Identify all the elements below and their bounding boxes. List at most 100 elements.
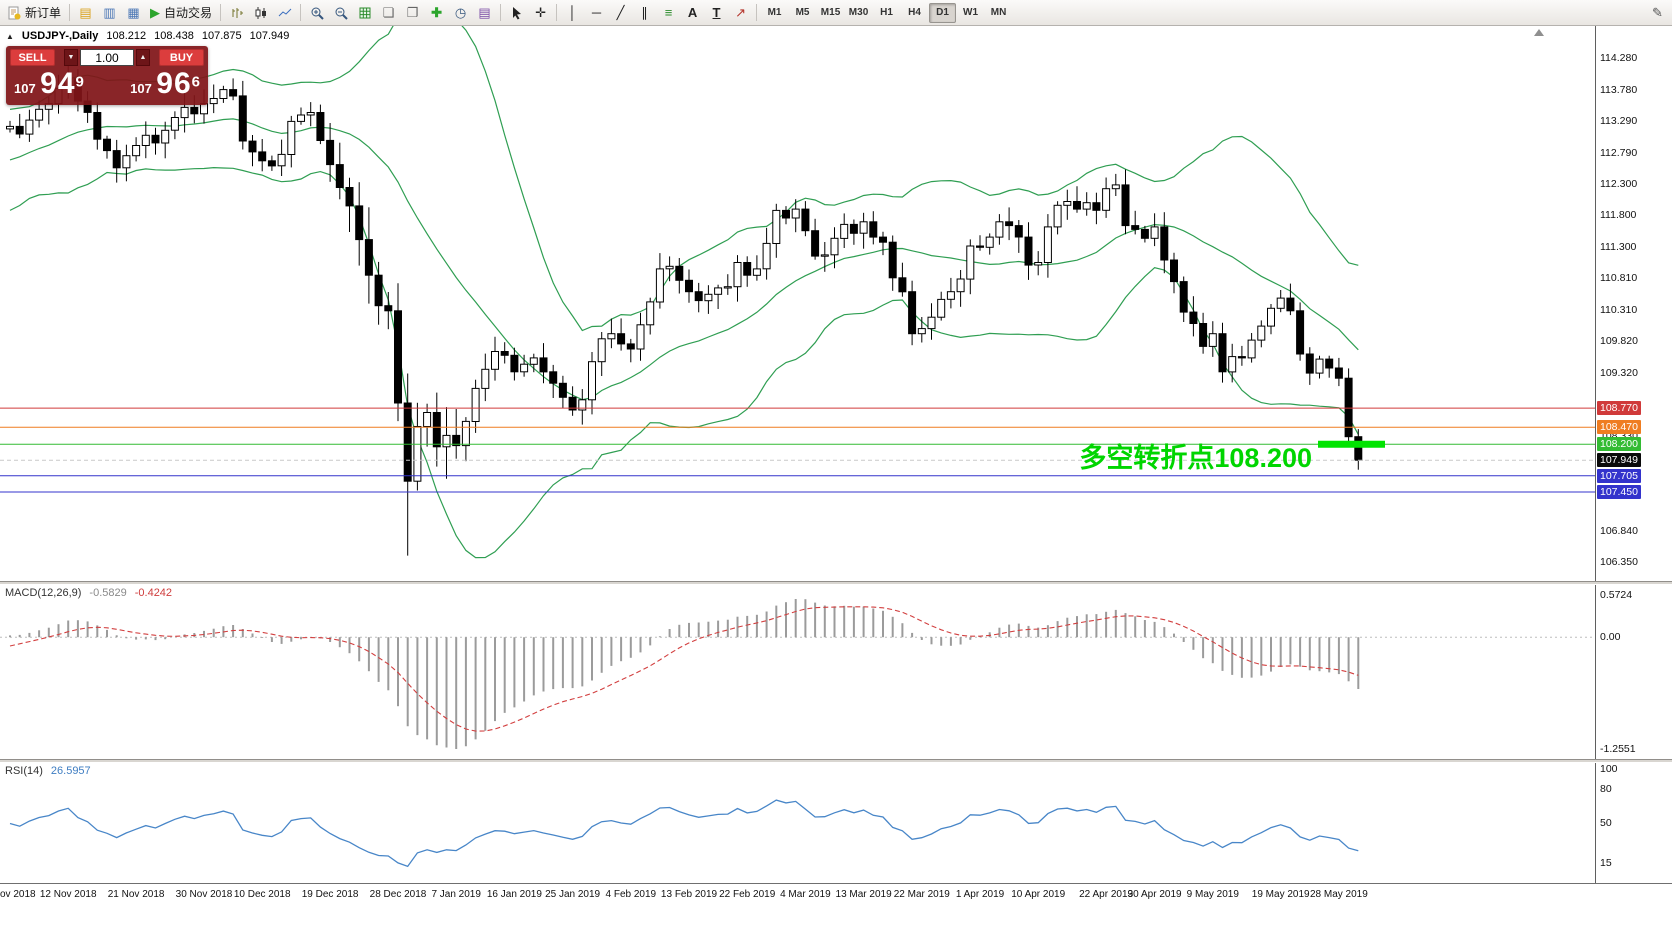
cascade-windows-button[interactable]: ❐ <box>401 2 424 23</box>
arrow-tool-button[interactable]: ↗ <box>729 2 752 23</box>
macd-main-value: -0.5829 <box>89 587 127 599</box>
price-chart-canvas[interactable]: 多空转折点108.200 <box>0 26 1595 581</box>
price-tag-108.770: 108.770 <box>1597 401 1641 416</box>
cursor-button[interactable] <box>505 2 528 23</box>
candlestick-chart-button[interactable] <box>249 2 272 23</box>
buy-price[interactable]: 107 966 <box>130 67 200 100</box>
channel-button[interactable]: ∥ <box>633 2 656 23</box>
time-label: 25 Jan 2019 <box>545 889 601 900</box>
time-label: 10 Dec 2018 <box>233 889 291 900</box>
timeframe-w1-button[interactable]: W1 <box>957 3 984 23</box>
tile-windows-button[interactable]: ❏ <box>377 2 400 23</box>
templates-button[interactable]: ▤ <box>473 2 496 23</box>
line-chart-icon <box>278 6 292 20</box>
time-label: 22 Apr 2019 <box>1079 889 1134 900</box>
rsi-value: 26.5957 <box>50 765 91 777</box>
time-label: 19 Dec 2018 <box>301 889 359 900</box>
time-label: 12 Nov 2018 <box>39 889 97 900</box>
text-label-button[interactable]: T <box>705 2 728 23</box>
line-chart-button[interactable] <box>273 2 296 23</box>
timeframe-h4-button[interactable]: H4 <box>901 3 928 23</box>
time-label: 28 Dec 2018 <box>369 889 427 900</box>
horizontal-line-button[interactable]: ─ <box>585 2 608 23</box>
sell-button[interactable]: SELL <box>10 49 55 66</box>
lot-decrease-button[interactable]: ▼ <box>64 49 78 66</box>
separator <box>500 4 502 21</box>
buy-button[interactable]: BUY <box>159 49 204 66</box>
rsi-axis[interactable]: 100 80 50 15 <box>1595 763 1672 883</box>
time-label: 22 Feb 2019 <box>719 889 776 900</box>
price-axis[interactable]: 114.280 113.780 113.290 112.790 112.300 111.8… <box>1595 26 1672 581</box>
chart-shift-marker <box>1534 29 1544 36</box>
data-window-button[interactable]: ▦ <box>122 2 145 23</box>
time-label: 19 May 2019 <box>1251 889 1310 900</box>
autotrading-icon: ▶ <box>150 5 161 20</box>
periods-button[interactable]: ◷ <box>449 2 472 23</box>
rsi-label: RSI(14) 26.5957 <box>5 765 91 777</box>
panel-separator[interactable] <box>0 581 1672 585</box>
macd-axis[interactable]: 0.5724 0.00 -1.2551 <box>1595 585 1672 759</box>
close-value: 107.949 <box>249 30 290 42</box>
bar-chart-button[interactable] <box>225 2 248 23</box>
panel-separator[interactable] <box>0 759 1672 763</box>
macd-panel[interactable]: MACD(12,26,9) -0.5829 -0.4242 <box>0 585 1595 759</box>
rsi-panel[interactable]: RSI(14) 26.5957 <box>0 763 1595 883</box>
price-tag-107.450: 107.450 <box>1597 484 1641 499</box>
time-label: 28 May 2019 <box>1309 889 1368 900</box>
crosshair-button[interactable]: ✛ <box>529 2 552 23</box>
market-watch-button[interactable]: ▥ <box>98 2 121 23</box>
indicators-button[interactable]: ✚ <box>425 2 448 23</box>
timeframe-h1-button[interactable]: H1 <box>873 3 900 23</box>
separator <box>756 4 758 21</box>
new-order-label: 新订单 <box>25 6 62 20</box>
timeframe-m30-button[interactable]: M30 <box>845 3 872 23</box>
time-label: 30 Nov 2018 <box>175 889 233 900</box>
time-label: 4 Feb 2019 <box>605 889 657 900</box>
bar-chart-icon <box>230 6 244 20</box>
bollinger-lower-band <box>9 166 1359 559</box>
price-tag-108.200: 108.200 <box>1597 437 1641 452</box>
timeframe-d1-button[interactable]: D1 <box>929 2 957 23</box>
text-icon: A <box>687 5 698 20</box>
zoom-in-button[interactable] <box>305 2 328 23</box>
time-label: 30 Apr 2019 <box>1127 889 1182 900</box>
trendline-button[interactable]: ╱ <box>609 2 632 23</box>
lot-increase-button[interactable]: ▲ <box>136 49 150 66</box>
new-order-button[interactable]: 新订单 <box>3 2 65 23</box>
timeframe-m15-button[interactable]: M15 <box>817 3 844 23</box>
time-label: 22 Mar 2019 <box>893 889 950 900</box>
timeframe-mn-button[interactable]: MN <box>985 3 1012 23</box>
separator <box>300 4 302 21</box>
timeframe-m1-button[interactable]: M1 <box>761 3 788 23</box>
grid-button[interactable] <box>353 2 376 23</box>
autotrading-button[interactable]: ▶ 自动交易 <box>146 2 216 23</box>
time-label: 13 Mar 2019 <box>835 889 892 900</box>
rsi-canvas[interactable] <box>0 763 1595 883</box>
timeframe-m5-button[interactable]: M5 <box>789 3 816 23</box>
autotrading-label: 自动交易 <box>164 6 213 20</box>
time-label: 10 Apr 2019 <box>1011 889 1066 900</box>
macd-label: MACD(12,26,9) -0.5829 -0.4242 <box>5 587 173 599</box>
macd-signal-line <box>9 606 1359 732</box>
text-button[interactable]: A <box>681 2 704 23</box>
main-chart-panel[interactable]: 多空转折点108.200 ▲ USDJPY-,Daily 108.212 108… <box>0 26 1595 581</box>
rsi-line <box>9 799 1359 868</box>
time-label: 21 Nov 2018 <box>107 889 165 900</box>
macd-canvas[interactable] <box>0 585 1595 759</box>
zoom-out-button[interactable] <box>329 2 352 23</box>
high-value: 108.438 <box>154 30 194 42</box>
time-label: 1 Apr 2019 <box>955 889 1005 900</box>
panel-collapse-icon[interactable]: ▲ <box>6 31 14 41</box>
separator <box>556 4 558 21</box>
sell-price[interactable]: 107 949 <box>14 67 84 100</box>
annotation-text[interactable]: 多空转折点108.200 <box>1079 442 1312 473</box>
vertical-line-button[interactable]: │ <box>561 2 584 23</box>
time-label: 13 Feb 2019 <box>660 889 718 900</box>
fibonacci-button[interactable]: ≡ <box>657 2 680 23</box>
lot-size-input[interactable] <box>80 49 134 66</box>
templates-icon: ▤ <box>478 5 491 20</box>
edit-pen-button[interactable]: ✎ <box>1646 2 1669 23</box>
alerts-button[interactable]: ▤ <box>74 2 97 23</box>
